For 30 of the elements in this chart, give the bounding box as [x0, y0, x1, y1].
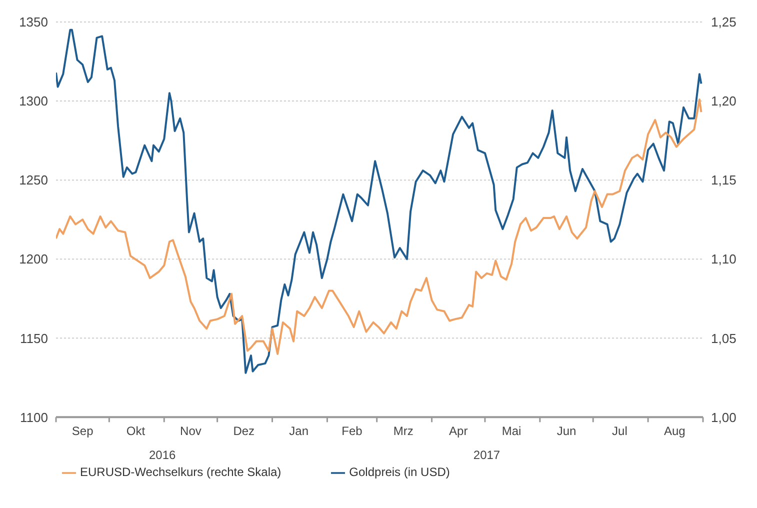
x-tick-label: Jul — [612, 424, 628, 438]
y-tick-label: 1200 — [19, 252, 48, 267]
y-tick-label: 1350 — [19, 14, 48, 30]
legend-label: EURUSD-Wechselkurs (rechte Skala) — [80, 465, 282, 480]
x-tick-label: Jun — [556, 424, 576, 438]
x-tick-label: Jan — [289, 424, 309, 438]
x-tick-label: Mai — [502, 424, 522, 438]
y-tick-label: 1150 — [20, 330, 48, 346]
line-series — [56, 28, 702, 374]
y-tick-label: 1250 — [19, 172, 48, 188]
x-tick-label: Okt — [126, 424, 146, 438]
y-tick-label: 1100 — [20, 410, 48, 425]
x-tick-label: Apr — [449, 424, 468, 438]
y2-tick-label: 1,05 — [711, 330, 736, 346]
y2-tick-label: 1,10 — [711, 252, 736, 267]
y2-tick-label: 1,00 — [711, 410, 736, 425]
x-tick-label: Mrz — [393, 424, 414, 438]
line-series — [56, 98, 702, 355]
x-tick-label: Aug — [664, 424, 686, 438]
x-tick-label: Dez — [233, 424, 255, 438]
x-tick-label: Nov — [180, 424, 202, 438]
y2-tick-label: 1,15 — [711, 172, 736, 188]
legend-label: Goldpreis (in USD) — [349, 465, 450, 480]
y2-tick-label: 1,20 — [711, 94, 736, 109]
x-tick-label: Feb — [342, 424, 363, 438]
y2-tick-label: 1,25 — [711, 14, 736, 30]
x-tick-label: Sep — [72, 424, 94, 438]
x2-tick-label: 2016 — [149, 448, 176, 462]
y-tick-label: 1300 — [19, 94, 48, 109]
x2-tick-label: 2017 — [473, 448, 500, 462]
